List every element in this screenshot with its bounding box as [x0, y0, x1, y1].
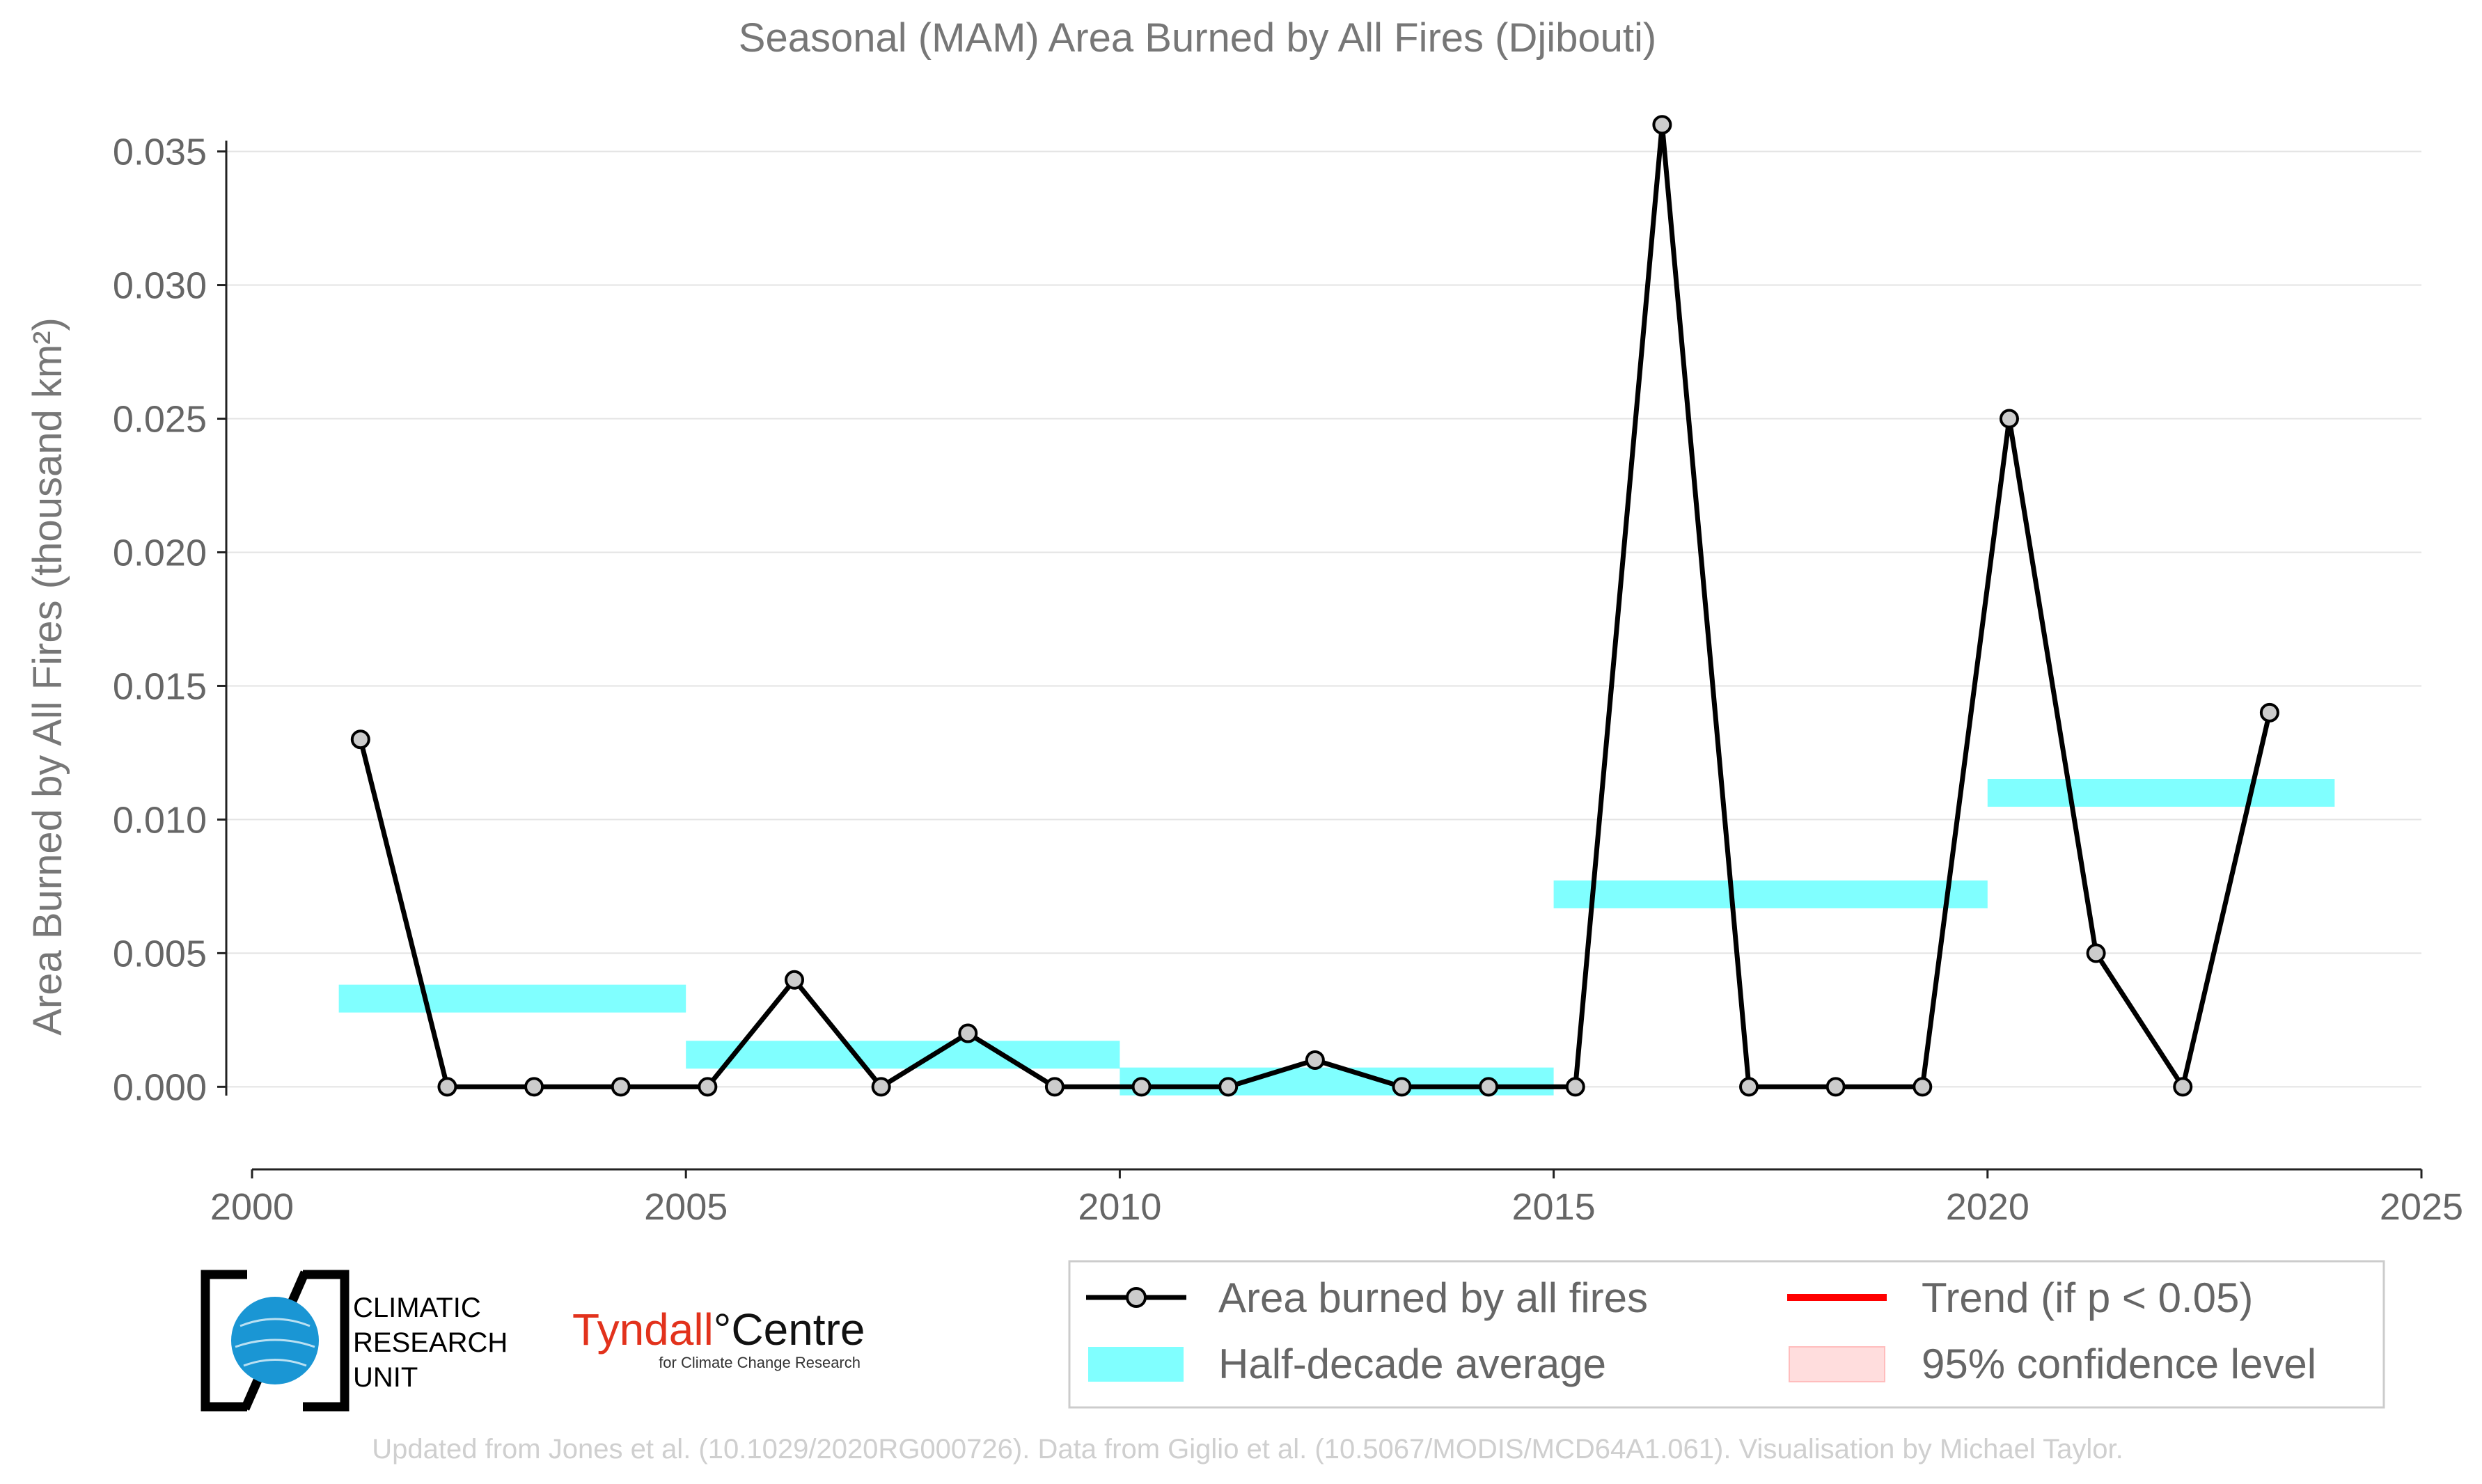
data-point — [1305, 1050, 1325, 1070]
data-point — [1218, 1077, 1239, 1097]
half-decade-bar — [338, 984, 686, 1013]
y-tick-label: 0.010 — [113, 799, 207, 841]
tyndall-name: Tyndall — [572, 1304, 714, 1355]
y-tick-label: 0.030 — [113, 265, 207, 307]
tyndall-subtitle: for Climate Change Research — [659, 1354, 861, 1371]
x-tick-label: 2025 — [2380, 1186, 2463, 1228]
x-axis-ticks: 2000 2005 2010 2015 2020 2025 — [210, 1169, 2463, 1228]
footer-credit: Updated from Jones et al. (10.1029/2020R… — [372, 1434, 2123, 1465]
data-point — [2259, 702, 2279, 723]
legend-box — [1068, 1260, 2385, 1409]
legend-label-area: Area burned by all fires — [1218, 1274, 1648, 1321]
tyndall-centre: °Centre — [714, 1304, 865, 1355]
half-decade-bar — [1987, 779, 2335, 807]
legend-label-confidence: 95% confidence level — [1922, 1341, 2316, 1387]
data-point — [1392, 1077, 1412, 1097]
half-decade-bar — [686, 1041, 1120, 1069]
legend-label-halfdecade: Half-decade average — [1218, 1341, 1606, 1387]
y-tick-label: 0.025 — [113, 399, 207, 441]
y-axis-label: Area Burned by All Fires (thousand km²) — [25, 317, 70, 1036]
data-point — [1739, 1077, 1759, 1097]
half-decade-bar — [1553, 880, 1988, 908]
data-point — [958, 1023, 978, 1043]
y-axis-ticks: 0.000 0.005 0.010 0.015 0.020 0.025 0.030 0.035 — [113, 132, 226, 1108]
cru-line-1: CLIMATIC — [353, 1293, 481, 1323]
x-tick-label: 2015 — [1512, 1186, 1596, 1228]
x-tick-label: 2000 — [210, 1186, 294, 1228]
half-decade-bands — [338, 779, 2335, 1096]
y-tick-label: 0.015 — [113, 665, 207, 707]
data-point — [1044, 1077, 1065, 1097]
data-point — [350, 729, 370, 750]
y-tick-label: 0.000 — [113, 1066, 207, 1108]
legend-swatch-halfdecade — [1088, 1347, 1184, 1382]
data-point — [698, 1077, 718, 1097]
data-point — [1652, 115, 1672, 135]
gridlines — [226, 150, 2421, 1088]
y-tick-label: 0.020 — [113, 532, 207, 574]
data-point — [1565, 1077, 1585, 1097]
data-point — [611, 1077, 631, 1097]
data-point — [437, 1077, 457, 1097]
tyndall-logo: Tyndall°Centre for Climate Change Resear… — [572, 1304, 865, 1371]
data-point — [1825, 1077, 1846, 1097]
data-point — [2173, 1077, 2193, 1097]
cru-logo: CLIMATIC RESEARCH UNIT — [201, 1270, 508, 1412]
cru-line-3: UNIT — [353, 1362, 418, 1393]
svg-text:Tyndall°Centre: Tyndall°Centre — [572, 1304, 865, 1355]
data-point — [1131, 1077, 1152, 1097]
series-markers — [350, 115, 2279, 1097]
y-tick-label: 0.035 — [113, 132, 207, 173]
data-point — [785, 970, 804, 990]
legend: Area burned by all fires Trend (if p < 0… — [1068, 1260, 2385, 1409]
data-point — [1999, 409, 2019, 429]
data-point — [1912, 1077, 1933, 1097]
x-tick-label: 2020 — [1946, 1186, 2029, 1228]
x-tick-label: 2005 — [644, 1186, 728, 1228]
x-tick-label: 2010 — [1078, 1186, 1161, 1228]
cru-line-2: RESEARCH — [353, 1327, 508, 1358]
legend-label-trend: Trend (if p < 0.05) — [1922, 1274, 2253, 1321]
y-tick-label: 0.005 — [113, 933, 207, 974]
legend-swatch-marker — [1126, 1287, 1147, 1308]
data-point — [871, 1077, 891, 1097]
series-line — [358, 122, 2272, 1089]
legend-swatch-confidence — [1789, 1346, 1885, 1382]
data-point — [2086, 943, 2106, 963]
series-area-burned — [358, 122, 2272, 1089]
data-point — [524, 1077, 544, 1097]
data-point — [1479, 1077, 1499, 1097]
chart-title: Seasonal (MAM) Area Burned by All Fires … — [739, 15, 1656, 61]
